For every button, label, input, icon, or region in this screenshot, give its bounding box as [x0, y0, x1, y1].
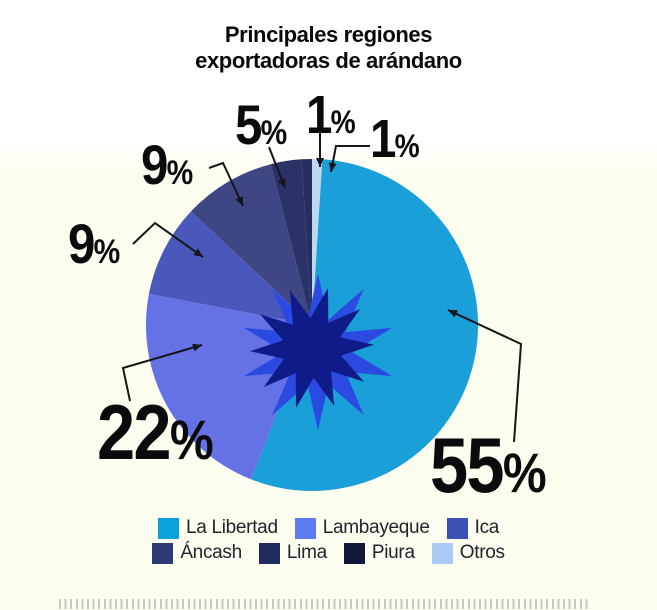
- pct-label-otros: 1%: [370, 108, 419, 169]
- legend-item-ancash: Áncash: [152, 542, 242, 564]
- legend-swatch-la-libertad: [157, 517, 179, 539]
- legend-swatch-lima: [258, 542, 280, 564]
- pct-label-ancash: 9%: [141, 134, 193, 197]
- chart-title-line2: exportadoras de arándano: [195, 48, 462, 73]
- leader-arrow-la-libertad: [448, 310, 458, 318]
- pct-label-piura: 1%: [306, 84, 355, 145]
- legend-label-ancash: Áncash: [180, 542, 242, 563]
- legend-label-piura: Piura: [371, 542, 415, 563]
- chart-title-line1: Principales regiones: [224, 22, 433, 47]
- star-burst-inner-icon: [250, 288, 374, 408]
- pie-slice-lima: [270, 159, 312, 325]
- pie-slice-otros: [312, 158, 323, 325]
- legend-label-ica: Ica: [474, 517, 500, 538]
- leader-arrow-ica: [193, 248, 203, 257]
- legend-item-piura: Piura: [343, 542, 415, 564]
- chart-legend: La Libertad Lambayeque Ica Áncash Lima Piura O…: [0, 517, 657, 564]
- leader-arrow-lambayeque: [192, 343, 202, 352]
- legend-swatch-ancash: [152, 542, 174, 564]
- legend-swatch-piura: [343, 542, 365, 564]
- legend-swatch-lambayeque: [294, 517, 316, 539]
- legend-item-lima: Lima: [258, 542, 327, 564]
- pie-slice-ancash: [191, 164, 312, 325]
- leader-line-la-libertad: [447, 309, 523, 443]
- legend-swatch-ica: [446, 517, 468, 539]
- pie-slice-la-libertad: [250, 159, 479, 491]
- leader-arrow-ancash: [235, 196, 243, 206]
- legend-label-lima: Lima: [286, 542, 327, 563]
- legend-item-otros: Otros: [431, 542, 505, 564]
- leader-arrow-otros: [328, 162, 337, 172]
- legend-label-otros: Otros: [459, 542, 505, 563]
- legend-item-lambayeque: Lambayeque: [294, 517, 430, 539]
- legend-label-lambayeque: Lambayeque: [322, 517, 430, 538]
- legend-row-1: La Libertad Lambayeque Ica: [157, 517, 500, 539]
- pie-slice-ica: [148, 211, 312, 325]
- legend-row-2: Áncash Lima Piura Otros: [152, 542, 505, 564]
- pct-label-lambayeque: 22%: [97, 388, 213, 476]
- pct-label-ica: 9%: [68, 213, 120, 276]
- legend-swatch-otros: [431, 542, 453, 564]
- leader-line-lambayeque: [121, 344, 203, 402]
- perforation-ticks: [59, 599, 591, 609]
- pct-label-la-libertad: 55%: [430, 421, 546, 509]
- leader-line-ica: [132, 221, 204, 258]
- legend-item-ica: Ica: [446, 517, 500, 539]
- leader-arrow-piura: [316, 158, 324, 167]
- legend-item-la-libertad: La Libertad: [157, 517, 278, 539]
- chart-title: Principales regiones exportadoras de ará…: [0, 22, 657, 74]
- leader-line-ancash: [208, 161, 244, 207]
- legend-label-la-libertad: La Libertad: [185, 517, 278, 538]
- leader-arrow-lima: [278, 178, 286, 188]
- pct-label-lima: 5%: [235, 94, 287, 157]
- pie-slice-piura: [301, 158, 312, 325]
